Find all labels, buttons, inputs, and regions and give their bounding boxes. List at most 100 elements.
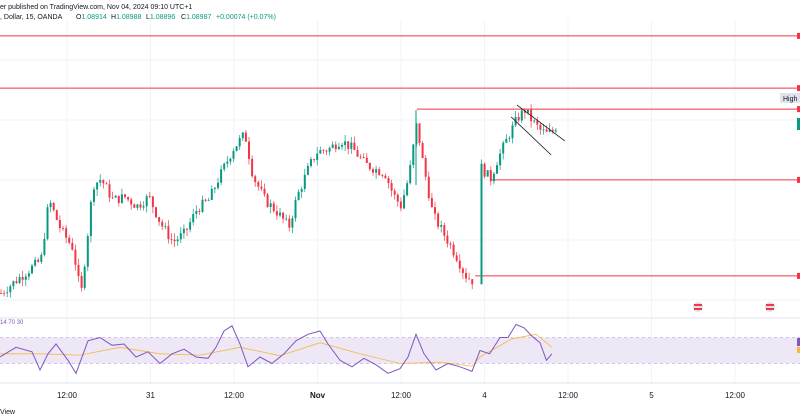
candle-body [412,144,415,165]
candle-body [195,210,198,214]
candle-body [409,164,412,184]
candle-body [390,183,393,191]
candle-body [6,292,9,294]
level-marker [797,272,800,279]
rsi-value-marker [797,338,800,346]
candle-body [182,228,185,234]
candle-body [226,161,229,164]
ohlc-o: O1.08914 [76,14,107,21]
candle-body [96,182,99,190]
candle-body [353,142,356,151]
candle-body [430,198,433,208]
candle-body [80,276,83,288]
candle-body [229,158,232,162]
candle-body [117,195,120,203]
candle-body [452,244,455,256]
candle-body [303,174,306,190]
candle-body [272,203,275,212]
candle-body [461,268,464,273]
candle-body [465,272,467,279]
candle-body [93,189,95,202]
candle-body [372,169,374,173]
candle-body [291,218,294,228]
high-tag-bg [780,93,800,103]
candle-body [254,176,257,183]
candle-body [421,143,424,159]
candle-body [403,195,405,209]
candle-body [198,210,201,212]
rsi-band [0,337,800,364]
candle-body [446,235,449,244]
candle-body [192,213,195,223]
candle-body [21,277,24,280]
candle-body [37,259,40,262]
candle-body [536,120,539,125]
candle-body [282,212,285,219]
candle-body [542,129,545,131]
candle-body [434,207,436,214]
ohlc-change: +0.00074 (+0.07%) [216,14,276,21]
candle-body [179,233,182,240]
high-label: High [783,96,798,103]
level-lines [0,32,800,279]
candle-body [279,212,281,216]
candle-body [489,170,492,182]
flag-icon [765,302,775,312]
candle-body [399,201,402,209]
candle-body [244,132,247,142]
candle-body [15,281,18,283]
candle-body [43,238,46,255]
candle-body [248,141,250,159]
candle-body [502,142,505,154]
candle-body [114,195,117,198]
candle-body [105,183,108,185]
candle-body [334,144,337,150]
candle-body [325,150,328,152]
candle-body [468,278,471,280]
candle-body [18,277,21,283]
candle-body [217,182,219,188]
candle-body [139,204,142,208]
candle-body [486,170,489,177]
candle-body [65,228,68,238]
candle-body [533,120,536,122]
candle-body [319,149,322,154]
candle-body [483,163,486,177]
symbol-line: , Dollar, 15, OANDA [0,14,63,21]
candle-body [167,226,170,240]
candle-body [77,264,80,277]
candle-body [145,196,148,207]
candle-body [68,237,71,243]
rsi-ma-line [0,333,553,367]
price-grid [0,20,800,383]
candle-body [275,211,278,216]
candle-body [396,194,399,202]
candle-body [306,165,309,175]
candle-body [359,156,362,158]
ohlc-h: H1.08988 [111,14,141,21]
candle-body [347,141,350,149]
candle-body [337,146,340,150]
candle-body [545,129,548,132]
candle-body [331,144,334,148]
candle-body [142,206,145,208]
candle-body [480,163,483,285]
candle-body [9,286,12,293]
candle-body [40,254,43,262]
candle-body [288,218,291,228]
publisher-header: er published on TradingView.com, Nov 04,… [0,4,192,11]
candle-body [418,123,421,144]
candle-body [427,176,430,199]
candle-body [523,110,526,113]
flag-icon [693,302,703,312]
candle-body [62,228,64,229]
candle-body [24,276,27,280]
candle-body [440,225,443,227]
ohlc-c: C1.08987 [181,14,211,21]
candle-body [213,187,216,189]
last-price-marker [797,118,800,130]
candle-body [74,249,77,265]
candle-body [350,142,353,149]
candle-body [263,188,266,195]
